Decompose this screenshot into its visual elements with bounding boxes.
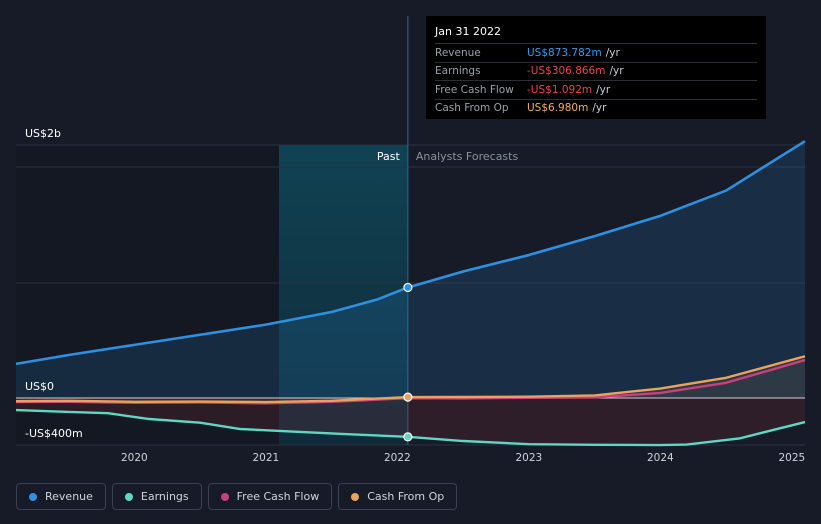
- y-tick-label: US$2b: [25, 127, 61, 140]
- tooltip-value: -US$306.866m: [527, 65, 606, 78]
- tooltip-value: US$873.782m: [527, 46, 602, 59]
- axis-labels: US$2b US$0 -US$400m 2020 2021 2022 2023 2024 202…: [25, 127, 805, 464]
- tooltip-row-free-cash-flow: Free Cash Flow -US$1.092m /yr: [435, 80, 757, 99]
- tooltip-value: US$6.980m: [527, 102, 589, 115]
- hover-markers: [403, 282, 413, 442]
- hover-tooltip: Jan 31 2022 Revenue US$873.782m /yr Earn…: [426, 16, 766, 119]
- tooltip-row-earnings: Earnings -US$306.866m /yr: [435, 61, 757, 81]
- tooltip-row-cash-from-op: Cash From Op US$6.980m /yr: [435, 98, 757, 118]
- legend-item-free-cash-flow[interactable]: Free Cash Flow: [207, 483, 333, 510]
- x-tick-label: 2021: [252, 452, 279, 464]
- cash-from-op-area: [16, 356, 805, 403]
- cash-from-op-marker: [403, 392, 413, 402]
- tooltip-label: Free Cash Flow: [435, 83, 514, 96]
- earnings-line: [15, 408, 806, 447]
- legend-label: Free Cash Flow: [236, 490, 320, 503]
- tooltip-unit: /yr: [609, 65, 624, 78]
- tooltip-date: Jan 31 2022: [435, 25, 501, 38]
- x-tick-label: 2025: [778, 452, 805, 464]
- x-tick-label: 2020: [121, 452, 148, 464]
- tooltip-label: Revenue: [435, 46, 481, 59]
- legend-label: Earnings: [140, 490, 189, 503]
- tooltip-label: Cash From Op: [435, 102, 509, 115]
- legend: Revenue Earnings Free Cash Flow Cash Fro…: [16, 483, 458, 510]
- forecast-label: Analysts Forecasts: [416, 150, 519, 163]
- x-tick-label: 2024: [647, 452, 674, 464]
- tooltip-unit: /yr: [596, 83, 611, 96]
- y-tick-label: US$0: [25, 380, 54, 393]
- legend-item-revenue[interactable]: Revenue: [16, 483, 106, 510]
- tooltip-value: -US$1.092m: [527, 83, 593, 96]
- revenue-line: [15, 140, 806, 366]
- x-tick-label: 2022: [384, 452, 411, 464]
- revenue-dot-icon: [29, 492, 37, 501]
- revenue-marker: [403, 282, 413, 293]
- past-label: Past: [377, 150, 401, 163]
- cash-from-op-dot-icon: [351, 492, 360, 501]
- tooltip-unit: /yr: [605, 46, 620, 59]
- tooltip-row-revenue: Revenue US$873.782m /yr: [435, 43, 757, 62]
- tooltip-label: Earnings: [435, 65, 481, 78]
- y-tick-label: -US$400m: [25, 427, 83, 440]
- tooltip-unit: /yr: [592, 102, 607, 115]
- past-region: [16, 145, 279, 445]
- earnings-dot-icon: [124, 492, 133, 501]
- earnings-marker: [403, 432, 413, 442]
- legend-item-earnings[interactable]: Earnings: [111, 483, 202, 510]
- legend-label: Cash From Op: [367, 490, 445, 503]
- free-cash-flow-dot-icon: [220, 492, 229, 501]
- x-tick-label: 2023: [515, 452, 542, 464]
- legend-item-cash-from-op[interactable]: Cash From Op: [338, 483, 458, 510]
- legend-label: Revenue: [45, 490, 93, 503]
- earnings-area: [16, 398, 805, 446]
